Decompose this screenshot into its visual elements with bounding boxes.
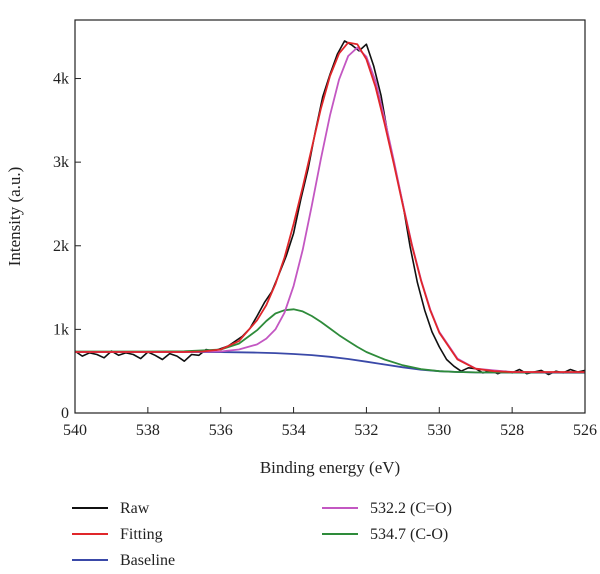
legend-label: 532.2 (C=O)	[370, 500, 452, 517]
x-tick-label: 540	[63, 422, 87, 439]
legend-item: Baseline	[72, 552, 175, 569]
x-tick-label: 528	[500, 422, 524, 439]
series-line-534-7-c-o	[75, 308, 586, 374]
legend-item: 534.7 (C-O)	[322, 526, 448, 543]
x-tick-label: 538	[136, 422, 160, 439]
legend-label: 534.7 (C-O)	[370, 526, 448, 543]
x-tick-label: 534	[282, 422, 306, 439]
legend-item: Fitting	[72, 526, 163, 543]
legend-item: Raw	[72, 500, 150, 517]
x-tick-label: 530	[427, 422, 451, 439]
x-axis: 540 538 536 534 532 530 528 526	[63, 407, 597, 439]
y-axis: 0 1k 2k 3k 4k	[53, 71, 81, 422]
series-line-raw	[74, 40, 586, 376]
y-axis-title: Intensity (a.u.)	[5, 167, 24, 267]
plot-frame	[74, 19, 586, 414]
x-tick-label: 536	[209, 422, 233, 439]
x-axis-title: Binding energy (eV)	[260, 458, 400, 477]
x-tick-label: 532	[354, 422, 378, 439]
y-tick-label: 3k	[53, 154, 69, 171]
plot-series-group	[74, 40, 586, 376]
y-tick-label: 0	[61, 405, 69, 422]
y-tick-label: 1k	[53, 321, 69, 338]
y-tick-label: 4k	[53, 71, 69, 88]
legend-label: Fitting	[120, 526, 163, 543]
y-tick-label: 2k	[53, 238, 69, 255]
legend-label: Baseline	[120, 552, 175, 569]
series-line-baseline	[75, 351, 585, 374]
legend-label: Raw	[120, 500, 150, 517]
legend: Raw Fitting Baseline 532.2 (C=O) 534.7 (C-O)	[72, 500, 452, 569]
series-line-532-2-c-o	[75, 46, 585, 374]
x-tick-label: 526	[573, 422, 597, 439]
legend-item: 532.2 (C=O)	[322, 500, 452, 517]
series-line-fitting	[75, 41, 585, 373]
